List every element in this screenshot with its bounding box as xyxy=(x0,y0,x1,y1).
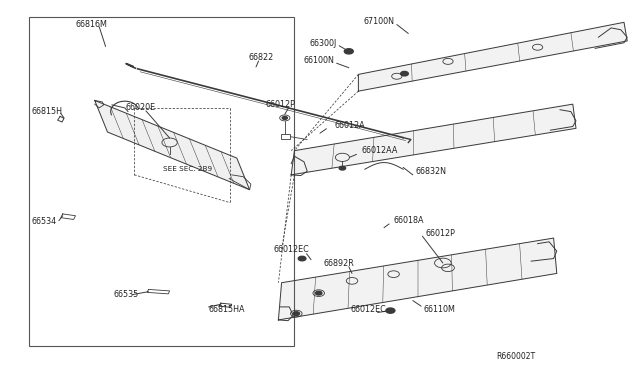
Polygon shape xyxy=(95,100,250,190)
Text: 66110M: 66110M xyxy=(424,305,456,314)
Circle shape xyxy=(293,312,300,315)
Text: 66815H: 66815H xyxy=(32,107,63,116)
Text: 66100N: 66100N xyxy=(304,56,335,65)
Text: 66535: 66535 xyxy=(114,290,139,299)
Bar xyxy=(29,17,294,346)
Circle shape xyxy=(282,116,287,119)
Circle shape xyxy=(401,71,408,76)
Text: 66892R: 66892R xyxy=(323,259,354,267)
Text: R660002T: R660002T xyxy=(496,352,535,361)
Text: 66012A: 66012A xyxy=(334,121,365,130)
Polygon shape xyxy=(291,104,576,175)
Text: 66018A: 66018A xyxy=(394,216,424,225)
Text: 66012AA: 66012AA xyxy=(362,146,398,155)
Text: 66822: 66822 xyxy=(248,53,273,62)
Circle shape xyxy=(316,291,322,295)
Text: 66300J: 66300J xyxy=(310,39,337,48)
Text: 66012EC: 66012EC xyxy=(351,305,387,314)
Circle shape xyxy=(386,308,395,313)
Text: 66012P: 66012P xyxy=(426,229,456,238)
Text: SEE SEC. 2B9: SEE SEC. 2B9 xyxy=(163,166,212,172)
Polygon shape xyxy=(278,238,557,320)
Circle shape xyxy=(339,166,346,170)
Text: 67100N: 67100N xyxy=(364,17,394,26)
Text: 66012EC: 66012EC xyxy=(274,246,310,254)
Text: 66815HA: 66815HA xyxy=(209,305,245,314)
Text: 66012P: 66012P xyxy=(266,100,296,109)
Text: 66020E: 66020E xyxy=(125,103,156,112)
Text: 66816M: 66816M xyxy=(76,20,108,29)
Bar xyxy=(281,134,290,139)
Text: 66534: 66534 xyxy=(32,217,57,226)
Polygon shape xyxy=(358,22,627,91)
Circle shape xyxy=(344,49,353,54)
Text: 66832N: 66832N xyxy=(416,167,447,176)
Circle shape xyxy=(298,256,306,261)
